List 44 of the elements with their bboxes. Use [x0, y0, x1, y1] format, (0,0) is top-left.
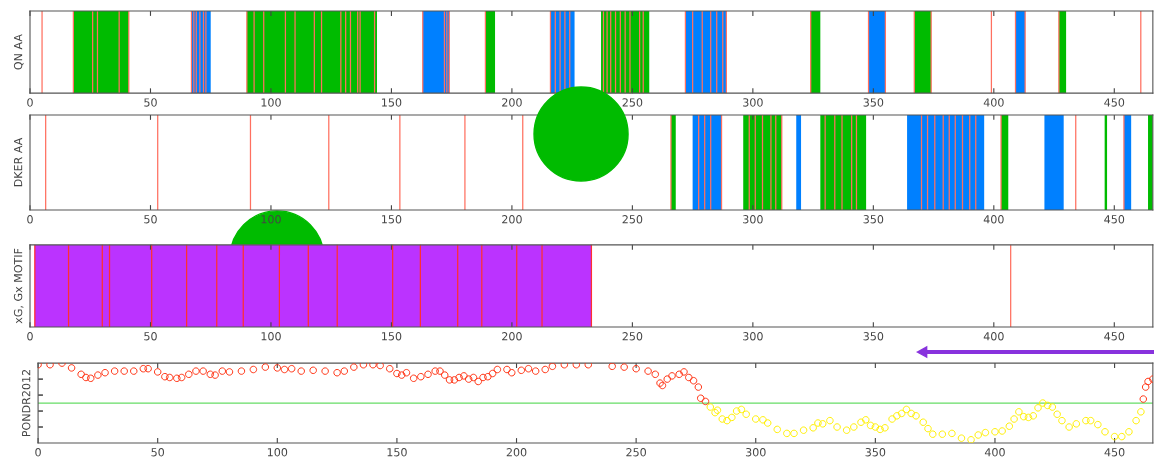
x-tick-label: 100: [267, 448, 288, 457]
x-tick-label: 400: [984, 448, 1005, 457]
x-tick-label: 300: [743, 215, 763, 224]
x-tick-label: 350: [863, 215, 884, 224]
x-tick-label: 450: [1104, 448, 1125, 457]
x-tick-label: 300: [745, 448, 766, 457]
x-tick-label: 350: [863, 98, 884, 107]
x-tick-label: 150: [382, 215, 402, 224]
x-tick-label: 350: [865, 448, 886, 457]
x-tick-label: 450: [1104, 215, 1125, 224]
x-tick-label: 400: [983, 215, 1004, 224]
y-axis-title: DKER AA: [14, 137, 23, 187]
x-tick-label: 450: [1104, 98, 1125, 107]
x-tick-label: 300: [743, 98, 763, 107]
x-tick-label: 200: [502, 215, 522, 224]
x-tick-label: 100: [261, 332, 281, 341]
x-tick-label: 400: [983, 332, 1004, 341]
x-tick-label: 200: [502, 98, 522, 107]
x-tick-label: 0: [27, 98, 33, 107]
x-tick-label: 50: [151, 448, 165, 457]
x-tick-label: 50: [144, 215, 157, 224]
x-tick-label: 200: [506, 448, 527, 457]
x-tick-label: 0: [27, 332, 33, 341]
x-tick-label: 250: [626, 448, 646, 457]
x-tick-label: 50: [144, 332, 157, 341]
y-axis-title: QN AA: [13, 34, 24, 70]
x-tick-label: 150: [382, 332, 402, 341]
x-tick-label: 200: [502, 332, 522, 341]
x-tick-label: 300: [743, 332, 763, 341]
x-tick-label: 450: [1104, 332, 1125, 341]
x-tick-label: 250: [622, 98, 643, 107]
x-tick-label: 350: [863, 332, 884, 341]
x-tick-label: 0: [27, 215, 33, 224]
x-tick-label: 400: [983, 98, 1004, 107]
y-axis-title: PONDR2012: [21, 370, 31, 437]
x-tick-label: 250: [622, 215, 643, 224]
x-tick-label: 50: [144, 98, 157, 107]
x-tick-label: 150: [382, 98, 402, 107]
x-tick-label: 0: [35, 448, 41, 457]
x-tick-label: 250: [622, 332, 643, 341]
x-tick-label: 100: [261, 98, 281, 107]
y-axis-title: xG, Gx MOTIF: [13, 248, 24, 324]
x-tick-label: 100: [261, 215, 281, 224]
x-tick-label: 150: [387, 448, 407, 457]
